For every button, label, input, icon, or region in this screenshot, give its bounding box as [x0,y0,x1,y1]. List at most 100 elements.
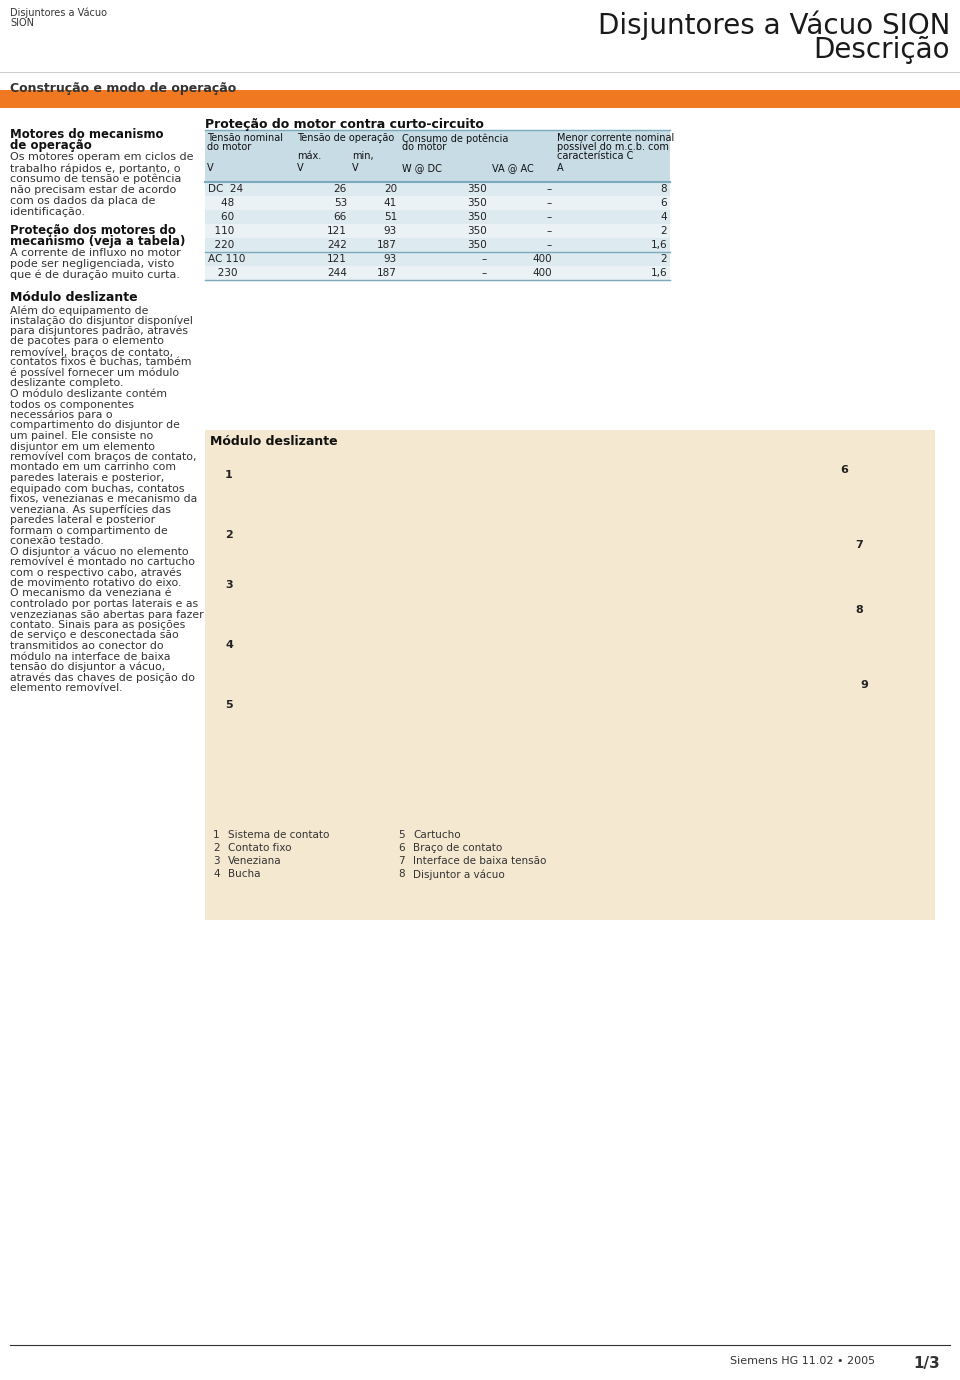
Text: possível do m.c.b. com: possível do m.c.b. com [557,142,669,153]
Text: trabalho rápidos e, portanto, o: trabalho rápidos e, portanto, o [10,163,180,174]
Text: Módulo deslizante: Módulo deslizante [10,291,137,304]
Text: 41: 41 [384,197,397,208]
Text: 121: 121 [327,226,347,236]
Text: 3: 3 [213,856,220,867]
Text: –: – [547,184,552,195]
Bar [205,130,670,182]
Text: contato. Sinais para as posições: contato. Sinais para as posições [10,620,185,631]
Text: todos os componentes: todos os componentes [10,399,134,410]
Text: –: – [547,226,552,236]
Text: instalação do disjuntor disponível: instalação do disjuntor disponível [10,316,193,326]
Text: V: V [352,163,359,172]
Text: Sistema de contato: Sistema de contato [228,829,329,840]
Text: Veneziana: Veneziana [228,856,281,867]
Text: equipado com buchas, contatos: equipado com buchas, contatos [10,483,184,494]
Text: VA @ AC: VA @ AC [492,163,534,172]
Text: 26: 26 [334,184,347,195]
Text: 2: 2 [225,530,232,540]
Text: transmitidos ao conector do: transmitidos ao conector do [10,640,163,651]
Text: 242: 242 [327,240,347,250]
Bar [0,90,960,108]
Text: 4: 4 [660,213,667,222]
Text: com os dados da placa de: com os dados da placa de [10,196,156,206]
Text: 6: 6 [398,843,404,853]
Text: formam o compartimento de: formam o compartimento de [10,526,168,535]
Text: de serviço e desconectada são: de serviço e desconectada são [10,631,179,640]
Text: DC  24: DC 24 [208,184,243,195]
Text: 1,6: 1,6 [650,268,667,277]
Bar [205,253,670,266]
Text: Além do equipamento de: Além do equipamento de [10,305,149,316]
Text: paredes lateral e posterior: paredes lateral e posterior [10,515,156,524]
Text: removível é montado no cartucho: removível é montado no cartucho [10,558,195,567]
Text: através das chaves de posição do: através das chaves de posição do [10,672,195,683]
Text: máx.: máx. [297,150,322,161]
Text: 4: 4 [225,640,233,650]
Text: contatos fixos e buchas, também: contatos fixos e buchas, também [10,357,191,367]
Text: controlado por portas laterais e as: controlado por portas laterais e as [10,599,198,609]
Bar [205,210,670,224]
Text: Menor corrente nominal: Menor corrente nominal [557,132,674,144]
Text: 244: 244 [327,268,347,277]
Text: paredes laterais e posterior,: paredes laterais e posterior, [10,473,164,483]
Text: Disjuntores a Vácuo SION: Disjuntores a Vácuo SION [598,10,950,40]
Text: Descrição: Descrição [813,36,950,63]
Bar [205,224,670,237]
Text: 20: 20 [384,184,397,195]
Text: 51: 51 [384,213,397,222]
Text: 93: 93 [384,254,397,264]
Text: Tensão nominal: Tensão nominal [207,132,283,144]
Text: montado em um carrinho com: montado em um carrinho com [10,462,176,472]
Text: –: – [547,240,552,250]
Text: 6: 6 [840,465,848,475]
Text: 350: 350 [468,240,487,250]
Text: 350: 350 [468,213,487,222]
Text: 1,6: 1,6 [650,240,667,250]
Text: 2: 2 [213,843,220,853]
Text: 93: 93 [384,226,397,236]
Text: Disjuntor a vácuo: Disjuntor a vácuo [413,869,505,879]
Text: 4: 4 [213,869,220,879]
Text: 220: 220 [208,240,234,250]
Text: do motor: do motor [207,142,252,152]
Text: SION: SION [10,18,34,28]
Text: 1: 1 [213,829,220,840]
Text: 8: 8 [855,604,863,615]
Text: removível com braços de contato,: removível com braços de contato, [10,453,197,462]
Text: de movimento rotativo do eixo.: de movimento rotativo do eixo. [10,578,181,588]
Text: Braço de contato: Braço de contato [413,843,502,853]
Text: identificação.: identificação. [10,207,85,217]
Text: O mecanismo da veneziana é: O mecanismo da veneziana é [10,588,172,599]
Text: característica C: característica C [557,150,634,161]
Text: 8: 8 [660,184,667,195]
Text: –: – [547,197,552,208]
Text: que é de duração muito curta.: que é de duração muito curta. [10,270,180,280]
Text: um painel. Ele consiste no: um painel. Ele consiste no [10,431,154,442]
Text: de pacotes para o elemento: de pacotes para o elemento [10,337,164,346]
Text: Interface de baixa tensão: Interface de baixa tensão [413,856,546,867]
Text: Módulo deslizante: Módulo deslizante [210,435,338,448]
Text: 66: 66 [334,213,347,222]
Text: consumo de tensão e potência: consumo de tensão e potência [10,174,181,185]
Text: removível, braços de contato,: removível, braços de contato, [10,346,173,357]
Text: 60: 60 [208,213,234,222]
Text: venzezianas são abertas para fazer: venzezianas são abertas para fazer [10,610,204,620]
Text: A: A [557,163,564,172]
Text: –: – [482,254,487,264]
Text: O módulo deslizante contém: O módulo deslizante contém [10,389,167,399]
Text: 7: 7 [398,856,404,867]
Text: Proteção dos motores do: Proteção dos motores do [10,224,176,237]
Text: 400: 400 [533,254,552,264]
Text: 400: 400 [533,268,552,277]
Text: com o respectivo cabo, através: com o respectivo cabo, através [10,567,181,578]
Text: compartimento do disjuntor de: compartimento do disjuntor de [10,421,180,431]
Text: 6: 6 [660,197,667,208]
Text: Contato fixo: Contato fixo [228,843,292,853]
Text: 350: 350 [468,184,487,195]
Text: AC 110: AC 110 [208,254,246,264]
Text: Construção e modo de operação: Construção e modo de operação [10,81,236,95]
Text: Cartucho: Cartucho [413,829,461,840]
Text: W @ DC: W @ DC [402,163,442,172]
Text: Motores do mecanismo: Motores do mecanismo [10,128,163,141]
Text: –: – [547,213,552,222]
